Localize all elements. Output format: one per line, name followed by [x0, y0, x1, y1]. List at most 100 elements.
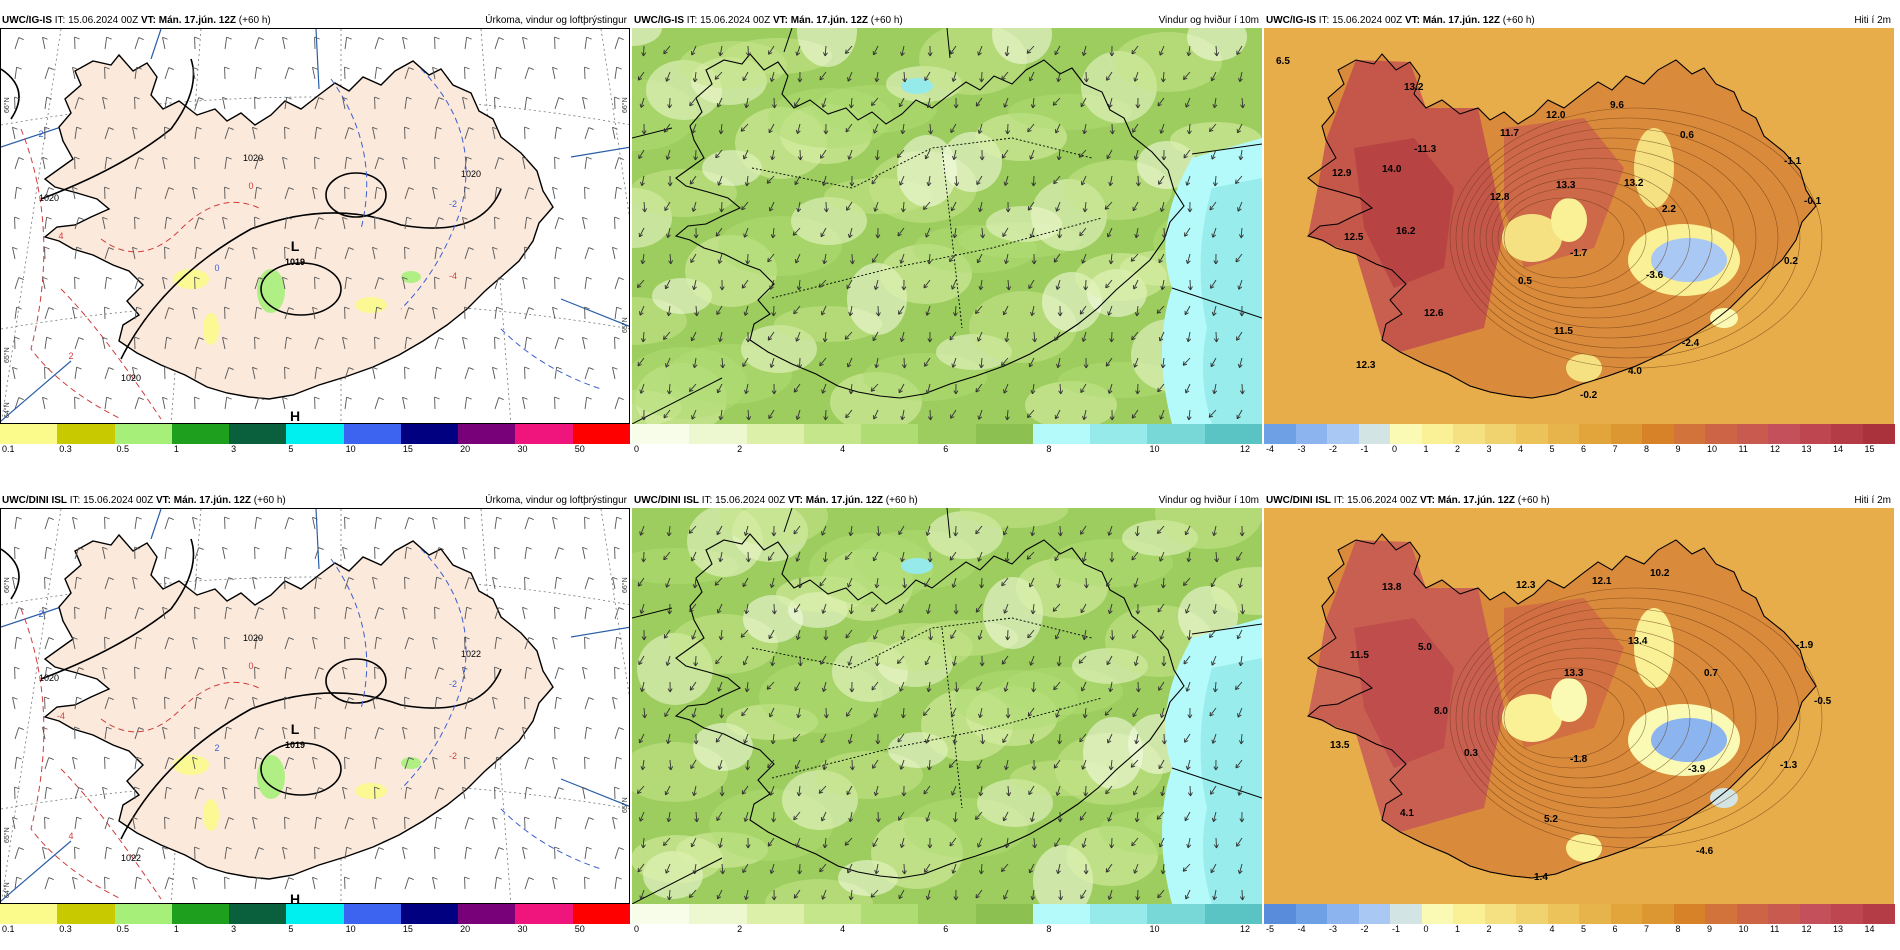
temperature-value: -0.5 [1814, 696, 1832, 707]
temperature-value: -1.9 [1796, 640, 1814, 651]
colorbar-tick-label: 9 [1675, 444, 1681, 454]
contour-label: 2 [214, 743, 219, 753]
map-area[interactable]: 13.8 12.3 12.1 10.2 11.5 5.0 13.4 -1.9 13.3 0.7 -0… [1264, 508, 1894, 904]
colorbar-tick-label: 0.1 [2, 924, 15, 934]
contour-label: 1022 [461, 649, 481, 659]
lead-time: (+60 h) [1502, 15, 1535, 26]
colorbar-tick-label: 0.3 [59, 444, 72, 454]
colorbar-swatch [1090, 424, 1148, 444]
colorbar-tick-label: -3 [1297, 444, 1306, 454]
colorbar-tick-label: 5 [288, 444, 294, 454]
colorbar-swatch [1831, 904, 1863, 924]
map-area[interactable] [632, 28, 1262, 424]
colorbar-swatch [229, 904, 287, 924]
contour-label: 1019 [285, 257, 305, 267]
panel-precip-dini: UWC/DINI ISL IT: 15.06.2024 00Z VT: Mán.… [0, 494, 631, 937]
colorbar-swatch [400, 424, 459, 444]
colorbar-tick-label: 3 [1518, 924, 1524, 934]
lead-time: (+60 h) [885, 495, 918, 506]
map-area[interactable]: L1019H1023102010201022102220-2-4642-266°… [0, 508, 630, 904]
colorbar: 0.1 0.3 0.5 1 3 5 10 15 20 30 50 [0, 424, 631, 456]
colorbar-tick-label: 4 [1518, 444, 1524, 454]
colorbar-swatch [1484, 424, 1517, 444]
colorbar-swatch [1799, 424, 1832, 444]
temperature-value: 12.1 [1592, 576, 1612, 587]
temperature-value: -11.3 [1414, 144, 1437, 155]
colorbar-tick-label: 50 [574, 924, 585, 934]
lead-time: (+60 h) [253, 495, 286, 506]
colorbar-tick-label: 3 [231, 444, 237, 454]
colorbar-swatch [1642, 424, 1674, 444]
initial-time: 15.06.2024 00Z [1332, 15, 1403, 26]
colorbar-swatch [171, 904, 230, 924]
colorbar-swatch [918, 424, 977, 444]
temperature-value: 10.2 [1650, 568, 1670, 579]
colorbar-swatch [1862, 904, 1895, 924]
colorbar-swatch [861, 424, 919, 444]
it-label: IT: [1318, 15, 1330, 26]
vt-label: VT: [1404, 15, 1420, 26]
colorbar-tick-label: 7 [1612, 444, 1618, 454]
temperature-value: 13.4 [1628, 636, 1648, 647]
temperature-value: -3.6 [1646, 270, 1664, 281]
model-name: UWC/DINI ISL [1266, 495, 1331, 506]
initial-time: 15.06.2024 00Z [700, 15, 771, 26]
panel-temp-dini: UWC/DINI ISL IT: 15.06.2024 00Z VT: Mán.… [1264, 494, 1895, 937]
model-name: UWC/IG-IS [1266, 15, 1316, 26]
colorbar-swatch [515, 424, 574, 444]
colorbar-swatch [1736, 424, 1769, 444]
colorbar-tick-label: 0 [1392, 444, 1398, 454]
colorbar-swatch [1547, 904, 1580, 924]
colorbar-tick-label: 11 [1770, 924, 1780, 934]
colorbar-tick-label: 2 [1486, 924, 1492, 934]
colorbar-tick-label: 7 [1644, 924, 1650, 934]
colorbar-tick-label: 6 [943, 924, 949, 934]
colorbar-swatch [1736, 904, 1769, 924]
colorbar-swatch [1358, 424, 1391, 444]
temperature-value: 0.7 [1704, 668, 1718, 679]
contour-label: 1020 [461, 169, 481, 179]
panel-temp-igis: UWC/IG-IS IT: 15.06.2024 00Z VT: Mán. 17… [1264, 14, 1895, 457]
temperature-value: 12.8 [1490, 192, 1510, 203]
colorbar-swatch [229, 424, 287, 444]
colorbar-tick-label: 13 [1801, 444, 1812, 454]
colorbar-swatch [746, 904, 805, 924]
contour-label: -2 [449, 679, 457, 689]
colorbar-swatch [114, 904, 173, 924]
colorbar-tick-label: 5 [1549, 444, 1555, 454]
product-title: Úrkoma, vindur og loftþrýstingur [485, 15, 627, 26]
colorbar-tick-label: 6 [943, 444, 949, 454]
grid-label: 66°N [621, 97, 629, 113]
colorbar-swatch [57, 424, 116, 444]
colorbar-swatch [171, 424, 230, 444]
contour-label: L [291, 721, 300, 737]
colorbar-tick-label: 12 [1801, 924, 1812, 934]
map-area[interactable] [632, 508, 1262, 904]
colorbar-swatch [1421, 904, 1454, 924]
colorbar-tick-label: 15 [1864, 444, 1875, 454]
colorbar-tick-label: -5 [1266, 924, 1275, 934]
map-area[interactable]: L1019H1021102010201020102020-24620-466°N… [0, 28, 630, 424]
temperature-value: 4.0 [1628, 366, 1642, 377]
map-canvas: 13.8 12.3 12.1 10.2 11.5 5.0 13.4 -1.9 13.3 0.7 -0… [1264, 508, 1894, 904]
colorbar-tick-label: 15 [402, 444, 413, 454]
colorbar-tick-label: 1 [1455, 924, 1461, 934]
grid-label: 66°N [3, 577, 11, 593]
temperature-value: 13.3 [1556, 180, 1576, 191]
contour-label: -2 [449, 751, 457, 761]
temperature-value: 14.0 [1382, 164, 1402, 175]
panel-header: UWC/IG-IS IT: 15.06.2024 00Z VT: Mán. 17… [0, 14, 630, 28]
valid-time: Mán. 17.jún. 12Z [805, 495, 883, 506]
map-area[interactable]: 6.5 13.2 11.7 12.0 9.6 0.6 12.9 14.0 -11.3 -1.1 13… [1264, 28, 1894, 424]
colorbar-swatch [1673, 424, 1706, 444]
temperature-value: 6.5 [1276, 56, 1290, 67]
contour-label: 2 [38, 609, 43, 619]
colorbar-tick-label: 30 [517, 924, 528, 934]
colorbar-tick-label: -4 [1266, 444, 1275, 454]
colorbar-tick-label: 10 [1149, 924, 1160, 934]
colorbar-tick-label: 0.5 [116, 444, 130, 454]
colorbar-swatch [1390, 424, 1422, 444]
initial-time: 15.06.2024 00Z [83, 495, 154, 506]
colorbar-swatch [1147, 904, 1206, 924]
temperature-value: 13.2 [1624, 178, 1644, 189]
